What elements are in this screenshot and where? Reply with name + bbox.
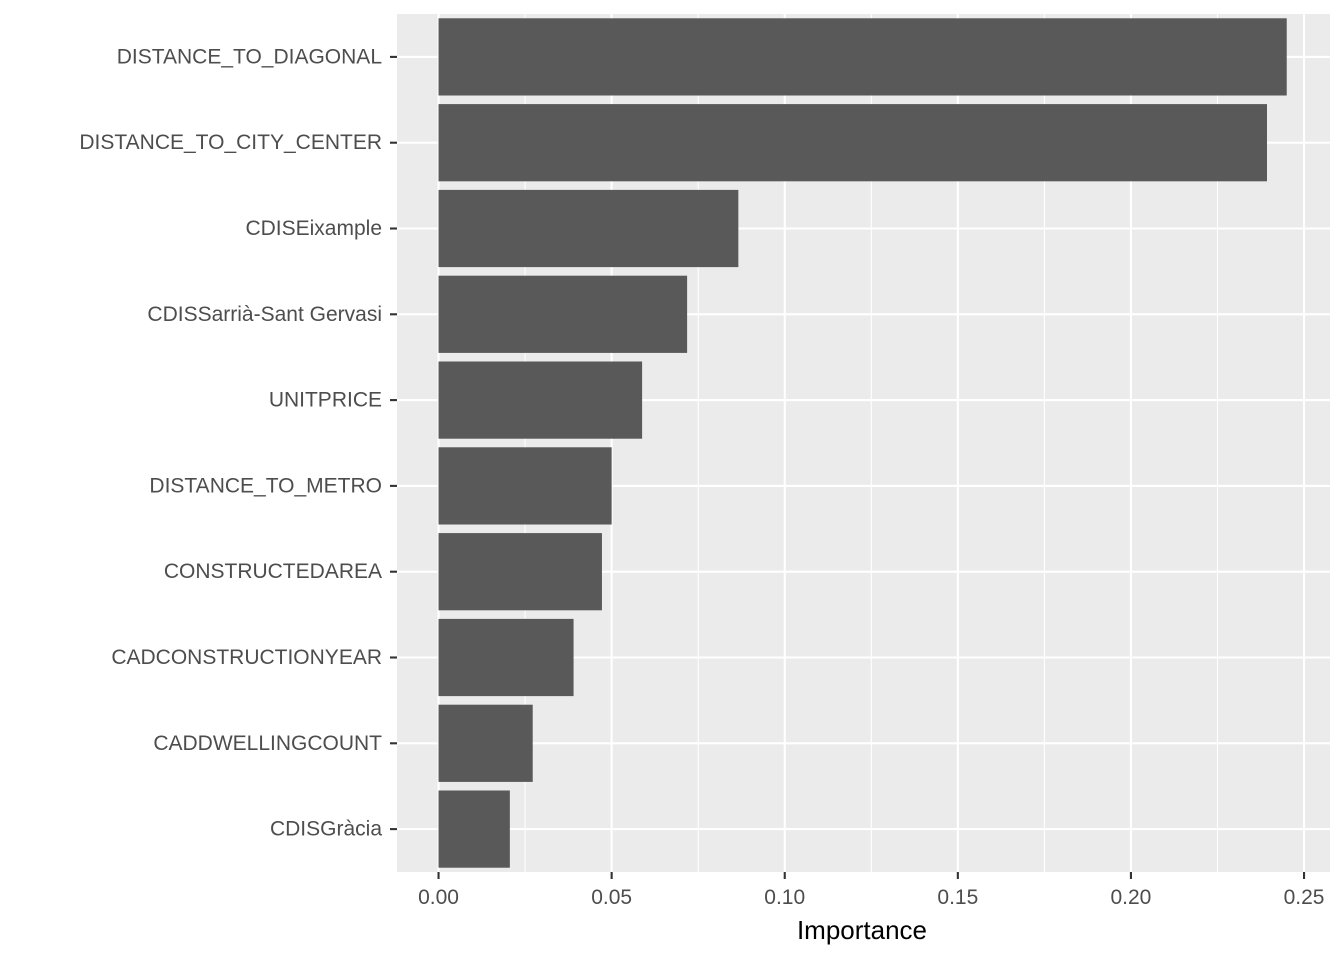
x-tick-label: 0.00 (418, 886, 459, 909)
y-tick-label: CONSTRUCTEDAREA (164, 560, 382, 583)
y-tick-label: DISTANCE_TO_CITY_CENTER (79, 131, 382, 154)
y-tick-label: CDISGràcia (270, 818, 382, 841)
x-axis: 0.00 0.05 0.10 0.15 0.20 0.25 (418, 872, 1324, 909)
bar (438, 790, 510, 868)
x-axis-title: Importance (797, 915, 927, 945)
y-tick-label: CADCONSTRUCTIONYEAR (111, 646, 382, 669)
y-tick-label: CADDWELLINGCOUNT (153, 732, 382, 755)
bar (438, 704, 533, 782)
bar (438, 361, 643, 439)
y-tick-label: UNITPRICE (269, 389, 382, 412)
bar (438, 189, 739, 268)
bar (438, 18, 1287, 96)
bar (438, 447, 612, 525)
bar (438, 618, 574, 697)
y-tick-label: CDISSarrià-Sant Gervasi (147, 303, 382, 326)
bar (438, 533, 602, 611)
y-tick-label: DISTANCE_TO_DIAGONAL (117, 45, 382, 68)
bar (438, 275, 688, 353)
x-tick-label: 0.25 (1284, 886, 1325, 909)
x-tick-label: 0.10 (764, 886, 805, 909)
y-axis: DISTANCE_TO_DIAGONAL DISTANCE_TO_CITY_CEN… (79, 45, 397, 841)
bar (438, 104, 1267, 182)
bars (438, 18, 1287, 868)
y-tick-label: CDISEixample (245, 217, 382, 240)
y-tick-label: DISTANCE_TO_METRO (149, 474, 382, 497)
x-tick-label: 0.15 (937, 886, 978, 909)
x-tick-label: 0.05 (591, 886, 632, 909)
x-tick-label: 0.20 (1110, 886, 1151, 909)
